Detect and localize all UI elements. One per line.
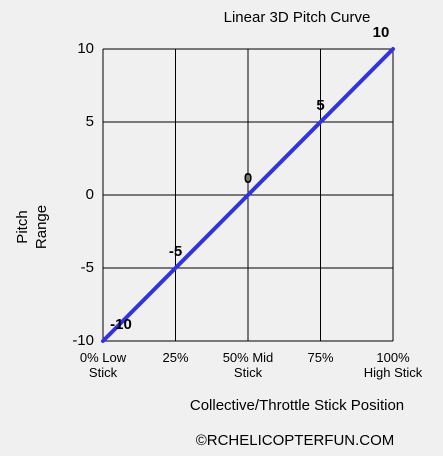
- x-tick-label: 25%: [162, 350, 189, 365]
- line: [101, 47, 395, 343]
- x-axis-title: Collective/Throttle Stick Position: [190, 397, 404, 414]
- y-tick-label: 5: [86, 113, 94, 130]
- y-tick-label: 10: [77, 40, 94, 57]
- y-tick-label: -10: [72, 332, 94, 349]
- x-tick-label: 50% Mid Stick: [222, 350, 274, 380]
- y-axis-title: Pitch Range: [14, 204, 50, 250]
- y-tick-label: 0: [86, 186, 94, 203]
- y-tick-label: -5: [81, 259, 94, 276]
- data-label: -5: [169, 243, 182, 260]
- x-tick-label: 100% High Stick: [363, 350, 423, 380]
- footer: ©RCHELICOPTERFUN.COM: [196, 432, 395, 449]
- data-label: 5: [316, 97, 324, 114]
- data-label: 10: [373, 24, 390, 41]
- data-label: -10: [110, 316, 132, 333]
- data-label: 0: [244, 170, 252, 187]
- chart-title: Linear 3D Pitch Curve: [224, 9, 371, 26]
- x-tick-label: 75%: [307, 350, 334, 365]
- x-tick-label: 0% Low Stick: [79, 350, 127, 380]
